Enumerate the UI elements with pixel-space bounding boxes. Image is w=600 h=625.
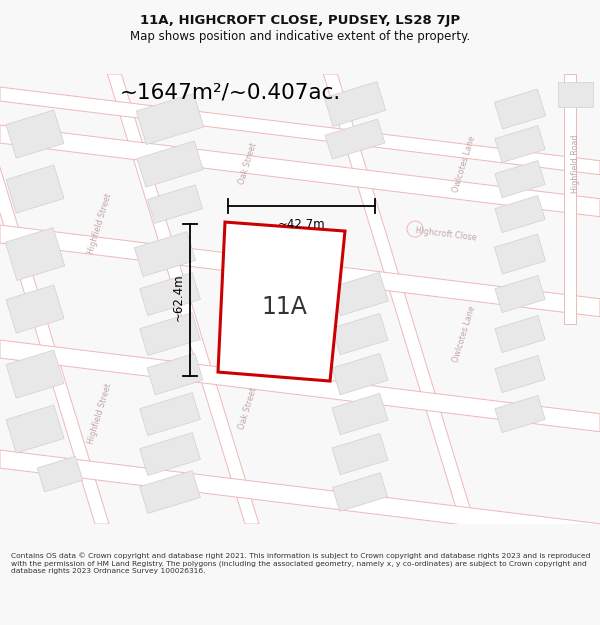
Polygon shape [6, 285, 64, 333]
Text: ~62.4m: ~62.4m [172, 273, 185, 321]
Polygon shape [6, 110, 64, 158]
Text: Contains OS data © Crown copyright and database right 2021. This information is : Contains OS data © Crown copyright and d… [11, 552, 590, 574]
Polygon shape [332, 313, 388, 355]
Polygon shape [495, 276, 545, 312]
Text: Map shows position and indicative extent of the property.: Map shows position and indicative extent… [130, 30, 470, 43]
Text: 11A, HIGHCROFT CLOSE, PUDSEY, LS28 7JP: 11A, HIGHCROFT CLOSE, PUDSEY, LS28 7JP [140, 14, 460, 27]
Text: Highcroft Close: Highcroft Close [415, 226, 477, 242]
Polygon shape [495, 356, 545, 392]
Polygon shape [6, 350, 64, 398]
Polygon shape [332, 272, 388, 316]
Polygon shape [0, 87, 600, 175]
Polygon shape [495, 161, 545, 198]
Polygon shape [136, 94, 204, 144]
Text: ~1647m²/~0.407ac.: ~1647m²/~0.407ac. [119, 82, 341, 102]
Text: Highfield Road: Highfield Road [571, 135, 580, 193]
Text: Owlcotes Lane: Owlcotes Lane [451, 304, 477, 364]
Polygon shape [332, 472, 388, 511]
Polygon shape [147, 353, 203, 395]
Text: Highfield Street: Highfield Street [86, 382, 113, 446]
Polygon shape [494, 89, 545, 129]
Polygon shape [564, 74, 576, 324]
Polygon shape [0, 125, 600, 217]
Polygon shape [6, 165, 64, 213]
Polygon shape [494, 234, 545, 274]
Polygon shape [134, 232, 196, 276]
Text: Oak Street: Oak Street [238, 387, 259, 431]
Polygon shape [137, 141, 203, 187]
Polygon shape [0, 74, 109, 524]
Polygon shape [6, 405, 64, 453]
Polygon shape [5, 228, 65, 281]
Polygon shape [140, 272, 200, 316]
Text: 11A: 11A [262, 294, 307, 319]
Polygon shape [0, 340, 600, 432]
Polygon shape [495, 196, 545, 232]
Text: Owlcotes Lane: Owlcotes Lane [451, 134, 477, 194]
Polygon shape [0, 450, 600, 542]
Polygon shape [495, 126, 545, 162]
Polygon shape [107, 74, 259, 524]
Polygon shape [332, 433, 388, 475]
Text: Highfield Street: Highfield Street [86, 192, 113, 256]
Polygon shape [140, 312, 200, 356]
Polygon shape [332, 393, 388, 435]
Polygon shape [37, 456, 83, 492]
Polygon shape [140, 392, 200, 436]
Polygon shape [323, 74, 475, 524]
Polygon shape [495, 396, 545, 432]
Polygon shape [0, 225, 600, 317]
Polygon shape [140, 432, 200, 476]
Polygon shape [557, 81, 593, 106]
Text: ~42.7m: ~42.7m [278, 218, 325, 231]
Polygon shape [140, 471, 200, 514]
Polygon shape [218, 222, 345, 381]
Polygon shape [148, 185, 203, 223]
Polygon shape [332, 353, 388, 395]
Polygon shape [325, 119, 385, 159]
Text: Oak Street: Oak Street [238, 142, 259, 186]
Polygon shape [495, 316, 545, 352]
Polygon shape [325, 82, 386, 126]
